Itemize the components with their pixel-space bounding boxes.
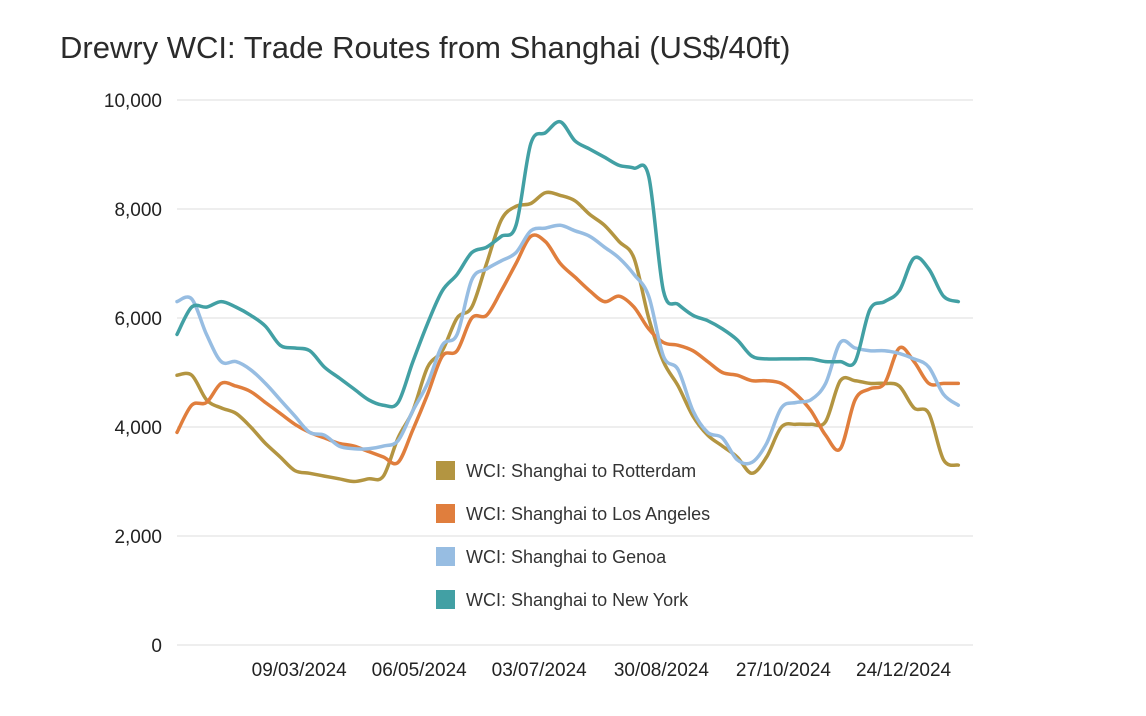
- legend-swatch: [436, 461, 455, 480]
- gridlines: [177, 99, 973, 646]
- y-tick-label: 4,000: [114, 418, 162, 439]
- x-tick-label: 30/08/2024: [614, 660, 710, 681]
- legend-swatch: [436, 504, 455, 523]
- legend-swatch: [436, 590, 455, 609]
- y-tick-label: 8,000: [114, 200, 162, 221]
- series-line-genoa: [175, 223, 961, 466]
- y-tick-label: 2,000: [114, 527, 162, 548]
- y-tick-label: 6,000: [114, 309, 162, 330]
- series-lines: [175, 119, 961, 484]
- legend: WCI: Shanghai to Rotterdam WCI: Shanghai …: [436, 461, 710, 610]
- x-tick-label: 06/05/2024: [372, 660, 468, 681]
- x-tick-label: 03/07/2024: [492, 660, 588, 681]
- y-tick-label: 10,000: [104, 91, 162, 112]
- x-tick-label: 27/10/2024: [736, 660, 832, 681]
- x-tick-label: 24/12/2024: [856, 660, 952, 681]
- legend-label: WCI: Shanghai to Los Angeles: [466, 504, 710, 524]
- legend-item-rotterdam[interactable]: WCI: Shanghai to Rotterdam: [436, 461, 696, 481]
- legend-label: WCI: Shanghai to Genoa: [466, 547, 667, 567]
- x-tick-label: 09/03/2024: [252, 660, 348, 681]
- legend-item-los-angeles[interactable]: WCI: Shanghai to Los Angeles: [436, 504, 710, 524]
- legend-label: WCI: Shanghai to Rotterdam: [466, 461, 696, 481]
- legend-label: WCI: Shanghai to New York: [466, 590, 689, 610]
- chart-title: Drewry WCI: Trade Routes from Shanghai (…: [60, 30, 791, 65]
- legend-item-genoa[interactable]: WCI: Shanghai to Genoa: [436, 547, 667, 567]
- series-line-new-york: [175, 119, 961, 409]
- legend-item-new-york[interactable]: WCI: Shanghai to New York: [436, 590, 689, 610]
- axis-labels: 0 2,000 4,000 6,000 8,000 10,000 09/03/2024 06/…: [104, 91, 952, 681]
- series-line-rotterdam: [175, 190, 961, 484]
- y-tick-label: 0: [151, 636, 162, 657]
- legend-swatch: [436, 547, 455, 566]
